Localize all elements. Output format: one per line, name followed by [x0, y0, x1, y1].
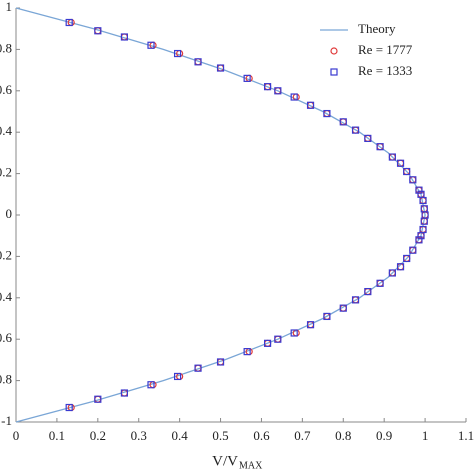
data-point	[364, 134, 372, 143]
data-point	[65, 403, 73, 412]
data-point	[274, 335, 282, 343]
y-tick-label: 1	[6, 0, 13, 14]
data-point	[388, 269, 396, 277]
data-point	[415, 236, 423, 244]
data-point	[194, 58, 202, 66]
y-tick-label: -0.8	[0, 372, 12, 387]
data-point	[403, 254, 411, 263]
data-point	[403, 167, 411, 176]
legend-label: Re = 1777	[358, 42, 413, 57]
data-point	[376, 279, 384, 287]
y-tick-label: -0.2	[0, 247, 12, 262]
data-point	[120, 389, 129, 397]
x-tick-label: 0.7	[294, 428, 311, 443]
data-point	[364, 287, 372, 296]
data-point	[420, 217, 428, 225]
data-point	[339, 118, 347, 126]
data-point	[263, 83, 272, 91]
y-tick-label: 0.6	[0, 82, 13, 97]
y-tick-label: 0.8	[0, 40, 12, 55]
y-tick-label: 0.4	[0, 123, 13, 138]
legend-label: Theory	[358, 21, 396, 36]
data-point	[351, 296, 360, 304]
data-point	[323, 312, 331, 321]
x-tick-label: 0	[13, 428, 20, 443]
data-point	[243, 348, 251, 356]
data-point	[274, 87, 282, 95]
x-tick-label: 0.5	[212, 428, 228, 443]
data-point	[173, 372, 182, 381]
data-point	[409, 176, 417, 184]
data-point	[94, 395, 102, 403]
data-point	[306, 101, 315, 109]
data-point	[339, 304, 347, 312]
data-point	[419, 196, 427, 205]
data-point	[65, 18, 73, 27]
data-point	[216, 358, 225, 366]
x-tick-label: 1	[422, 428, 429, 443]
data-point	[396, 263, 405, 271]
data-point	[147, 41, 155, 49]
y-tick-label: -0.4	[0, 289, 12, 304]
legend-marker	[330, 47, 338, 55]
data-point	[409, 246, 417, 254]
data-point	[376, 143, 384, 151]
data-point	[120, 33, 129, 41]
data-point	[415, 186, 423, 194]
y-tick-label: -1	[1, 413, 12, 428]
y-tick-label: -0.6	[0, 330, 12, 345]
data-point	[388, 153, 396, 161]
x-tick-label: 0.2	[90, 428, 106, 443]
theory-line	[15, 7, 426, 423]
data-point	[290, 329, 298, 337]
data-point	[94, 27, 102, 35]
y-tick-label: 0	[6, 206, 13, 221]
x-tick-label: 0.9	[376, 428, 392, 443]
x-tick-label: 0.1	[49, 428, 65, 443]
x-tick-label: 1.1	[458, 428, 474, 443]
x-axis-label-sub: MAX	[239, 460, 263, 471]
data-point	[263, 339, 272, 347]
legend-label: Re = 1333	[358, 63, 412, 78]
legend-marker	[330, 68, 338, 76]
data-point	[351, 126, 360, 134]
data-point	[290, 93, 298, 101]
data-point	[216, 64, 225, 72]
data-point	[323, 109, 331, 118]
data-point	[306, 321, 315, 329]
data-point	[243, 74, 251, 82]
x-tick-label: 0.4	[172, 428, 189, 443]
data-point	[147, 381, 155, 389]
data-point	[194, 364, 202, 372]
y-tick-label: 0.2	[0, 165, 12, 180]
data-point	[396, 159, 405, 167]
data-point	[417, 232, 425, 240]
x-tick-label: 0.8	[335, 428, 351, 443]
x-axis-label: V/V	[212, 453, 238, 469]
x-tick-label: 0.3	[131, 428, 147, 443]
x-tick-label: 0.6	[253, 428, 270, 443]
data-point	[173, 49, 182, 58]
